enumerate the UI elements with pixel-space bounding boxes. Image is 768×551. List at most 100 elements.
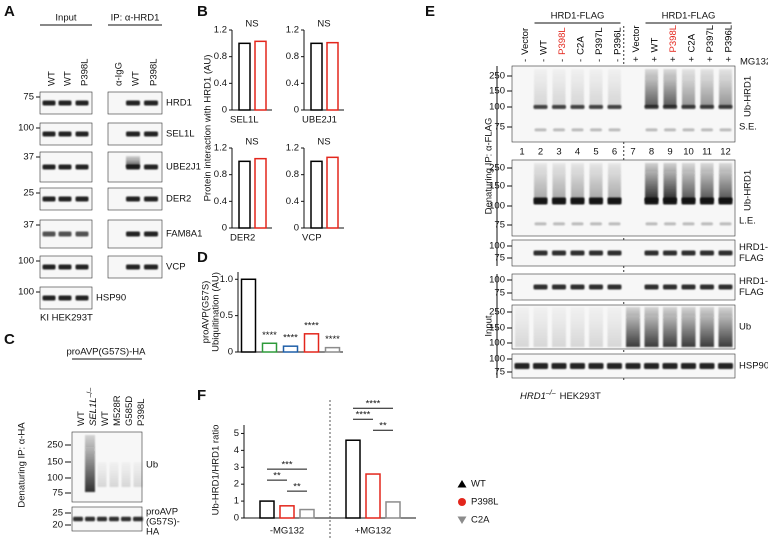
band bbox=[571, 222, 584, 226]
bar bbox=[310, 42, 323, 111]
band bbox=[144, 100, 158, 106]
band bbox=[533, 284, 548, 290]
blot-label: HRD1- bbox=[739, 276, 768, 287]
y-tick-label: 0 bbox=[222, 105, 227, 116]
smear bbox=[700, 69, 714, 108]
bar bbox=[303, 333, 320, 353]
band bbox=[534, 222, 547, 226]
treatment-sign: + bbox=[668, 56, 679, 62]
band bbox=[42, 131, 56, 137]
lane-number: 8 bbox=[649, 147, 654, 158]
side-label: Input bbox=[484, 315, 495, 336]
lane-label-text: Vector bbox=[520, 28, 531, 55]
band bbox=[73, 516, 83, 522]
legend-marker bbox=[457, 516, 467, 524]
lane-label: + Vector bbox=[631, 26, 642, 63]
y-tick-label: 0.8 bbox=[214, 51, 227, 62]
band bbox=[144, 231, 158, 237]
lane-label-text: P398L bbox=[557, 27, 568, 54]
smear bbox=[681, 307, 696, 347]
bar bbox=[238, 42, 251, 111]
lane-number: 1 bbox=[519, 147, 524, 158]
blot bbox=[511, 304, 736, 350]
lane-label-text: G585D bbox=[124, 396, 135, 426]
band bbox=[109, 516, 119, 522]
significance-label: **** bbox=[283, 333, 298, 344]
band bbox=[42, 264, 56, 270]
mw-marker: 100 bbox=[18, 256, 34, 267]
mw-marker: 75 bbox=[494, 220, 505, 231]
band bbox=[58, 295, 72, 301]
lane-label: + C2A bbox=[686, 33, 697, 62]
band bbox=[553, 128, 565, 132]
panel-letter: B bbox=[197, 3, 208, 20]
lane-number: 2 bbox=[538, 147, 543, 158]
lane-label: - C2A bbox=[575, 36, 586, 62]
band bbox=[644, 284, 659, 290]
blot-label: Ub-HRD1 bbox=[743, 76, 754, 117]
y-tick-label: 0 bbox=[294, 105, 299, 116]
band bbox=[58, 164, 72, 170]
lane-label: WT bbox=[100, 411, 111, 426]
bar bbox=[310, 160, 323, 229]
smear bbox=[682, 69, 695, 108]
mw-marker: 250 bbox=[47, 440, 63, 451]
x-tick-label: +MG132 bbox=[355, 526, 392, 537]
bar bbox=[259, 500, 275, 519]
band bbox=[42, 295, 56, 301]
lane-label-text: C2A bbox=[686, 33, 697, 52]
band bbox=[58, 196, 72, 202]
band bbox=[664, 128, 676, 132]
band bbox=[718, 284, 733, 290]
group-label: HRD1-FLAG bbox=[551, 11, 605, 22]
blot bbox=[511, 353, 736, 379]
band bbox=[664, 222, 676, 226]
mw-marker: 75 bbox=[494, 253, 505, 264]
y-tick-label: 5 bbox=[234, 428, 239, 439]
band bbox=[58, 100, 72, 106]
smear bbox=[533, 307, 548, 347]
blot-label: FLAG bbox=[739, 253, 764, 264]
lane-label-text: P397L bbox=[594, 27, 605, 54]
lane-label-superscript: –/– bbox=[87, 388, 94, 398]
band bbox=[144, 264, 158, 270]
lane-number: 10 bbox=[683, 147, 694, 158]
y-tick-label: 0.4 bbox=[214, 78, 227, 89]
blot-label: HSP90 bbox=[96, 293, 126, 304]
lane-label: P398L bbox=[136, 399, 147, 426]
y-tick-label: 1.0 bbox=[220, 274, 233, 285]
band bbox=[590, 128, 602, 132]
band bbox=[607, 250, 622, 256]
blot-label: VCP bbox=[166, 262, 186, 273]
smear bbox=[515, 307, 529, 347]
lane-label-text: P398L bbox=[668, 25, 679, 52]
blot-label: FLAG bbox=[739, 287, 764, 298]
band bbox=[645, 128, 658, 132]
lane-number: 12 bbox=[720, 147, 731, 158]
mw-marker: 75 bbox=[494, 288, 505, 299]
band bbox=[126, 196, 140, 202]
y-tick-label: 0.8 bbox=[286, 169, 299, 180]
treatment-sign: + bbox=[631, 56, 642, 62]
group-label: proAVP(G57S)-HA bbox=[66, 347, 146, 358]
mw-marker: 100 bbox=[18, 287, 34, 298]
bar bbox=[326, 156, 339, 229]
x-tick-label: -MG132 bbox=[270, 526, 304, 537]
panel-letter: F bbox=[197, 387, 206, 404]
band bbox=[42, 231, 56, 237]
lane-label-text: P397L bbox=[705, 25, 716, 52]
band bbox=[607, 284, 622, 290]
band bbox=[588, 363, 604, 369]
bar bbox=[345, 439, 361, 519]
smear bbox=[589, 307, 603, 347]
bar bbox=[279, 505, 295, 519]
lane-label: - P398L bbox=[557, 27, 568, 62]
band bbox=[75, 231, 89, 237]
smear bbox=[607, 307, 622, 347]
y-axis-label: Protein interaction with HRD1 (AU) bbox=[203, 55, 214, 202]
band bbox=[719, 222, 732, 226]
lane-label: - P397L bbox=[594, 27, 605, 62]
lane-number: 3 bbox=[556, 147, 561, 158]
bar bbox=[385, 501, 401, 519]
